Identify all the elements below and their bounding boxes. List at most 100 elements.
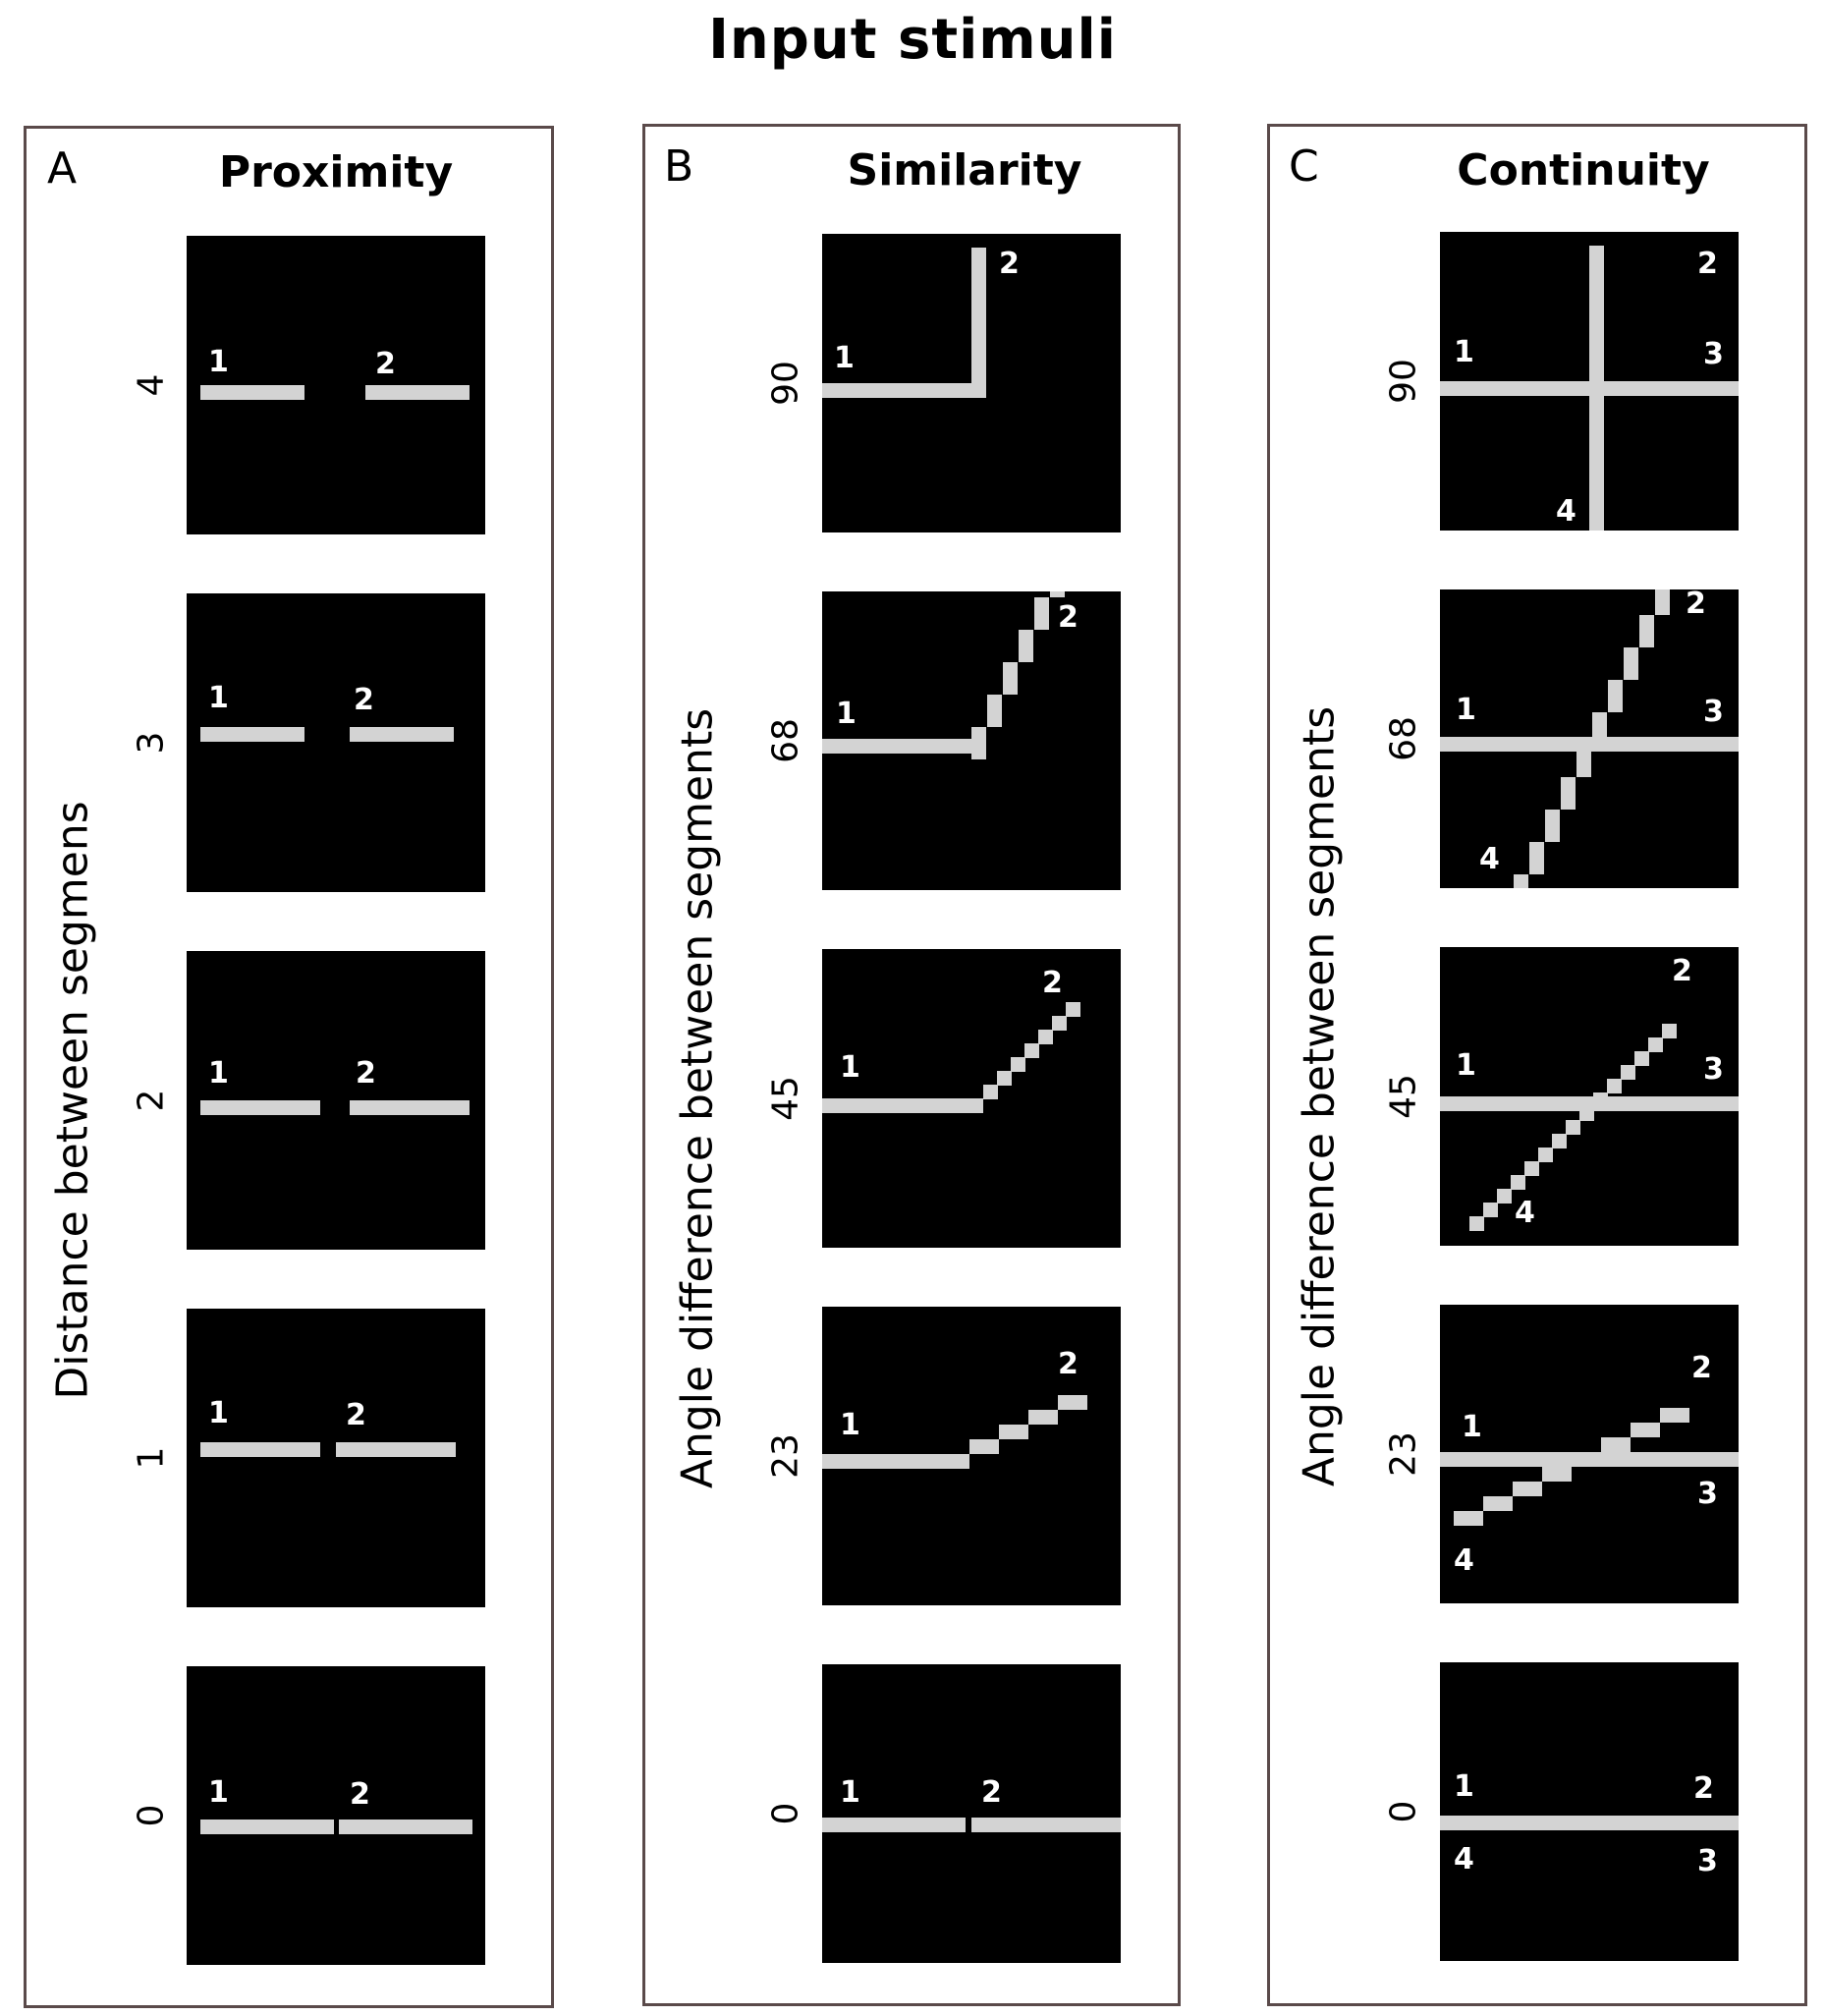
line-segment [1024, 1043, 1039, 1058]
stimulus-image: 12 [822, 1307, 1121, 1605]
panel-title: Proximity [218, 147, 454, 197]
axis-label: Angle difference between segments [672, 707, 723, 1489]
segment-number-label: 1 [208, 345, 229, 379]
line-segment [1572, 1452, 1601, 1467]
panel-frame-b [642, 124, 1181, 2006]
line-segment [1538, 1148, 1553, 1162]
line-segment [1034, 597, 1049, 630]
segment-number-label: 2 [1691, 1351, 1712, 1385]
line-segment [200, 1820, 334, 1834]
line-segment [1513, 1482, 1542, 1496]
line-segment [1050, 591, 1065, 597]
stimulus-image: 12 [822, 591, 1121, 890]
line-segment [1511, 1175, 1525, 1190]
line-segment [350, 727, 454, 742]
segment-number-label: 2 [1672, 954, 1692, 988]
segment-number-label: 1 [1456, 693, 1476, 727]
line-segment [1514, 874, 1528, 888]
segment-number-label: 4 [1479, 842, 1500, 876]
row-value-label: 0 [765, 1802, 806, 1825]
line-segment [365, 385, 470, 400]
segment-number-label: 1 [208, 1056, 229, 1091]
segment-number-label: 4 [1454, 1543, 1474, 1578]
line-segment [1608, 680, 1623, 712]
line-segment [822, 1098, 983, 1113]
line-segment [1440, 1816, 1739, 1830]
line-segment [1631, 1423, 1660, 1437]
row-value-label: 45 [765, 1076, 806, 1121]
panel-frame-c [1267, 124, 1807, 2006]
line-segment [1003, 662, 1018, 695]
row-value-label: 2 [131, 1089, 172, 1112]
panel-letter: A [47, 143, 78, 194]
segment-number-label: 4 [1454, 1842, 1474, 1876]
stimulus-image: 1 2 3 4 [1440, 589, 1739, 888]
line-segment [1440, 737, 1739, 752]
segment-number-label: 2 [1693, 1771, 1714, 1806]
stimulus-image: 1 2 3 4 [1440, 1662, 1739, 1961]
line-segment [200, 1100, 320, 1115]
line-segment [1648, 1037, 1663, 1052]
segment-number-label: 2 [1058, 600, 1078, 635]
line-segment [1542, 1467, 1572, 1482]
line-segment [1579, 1106, 1594, 1121]
line-segment [1561, 777, 1576, 810]
line-segment [1660, 1408, 1689, 1423]
axis-label: Distance between segmens [47, 801, 98, 1400]
stimulus-image: 1 2 3 4 [1440, 1305, 1739, 1603]
segment-number-label: 3 [1697, 1844, 1718, 1878]
line-segment [200, 1442, 320, 1457]
segment-number-label: 1 [840, 1775, 860, 1810]
stimulus-image: 1 2 3 4 [1440, 947, 1739, 1246]
line-segment [1624, 647, 1638, 680]
line-segment [971, 1818, 1121, 1832]
line-segment [1011, 1057, 1025, 1072]
line-segment [971, 248, 986, 398]
row-value-label: 0 [131, 1804, 172, 1827]
line-segment [822, 383, 985, 398]
line-segment [1440, 1096, 1739, 1111]
segment-number-label: 4 [1556, 494, 1576, 529]
panel-title: Continuity [1457, 145, 1710, 196]
line-segment [997, 1071, 1012, 1086]
segment-number-label: 3 [1703, 695, 1724, 729]
line-segment [339, 1820, 472, 1834]
segment-number-label: 1 [840, 1050, 860, 1085]
line-segment [1058, 1395, 1087, 1410]
segment-number-label: 2 [350, 1777, 370, 1812]
figure-title: Input stimuli [708, 8, 1117, 72]
line-segment [1662, 1024, 1677, 1038]
panel-letter: B [664, 141, 694, 192]
line-segment [987, 695, 1002, 727]
line-segment [1576, 745, 1591, 777]
line-segment [200, 727, 304, 742]
line-segment [971, 727, 986, 759]
line-segment [822, 1454, 969, 1469]
segment-number-label: 2 [375, 347, 396, 381]
line-segment [1552, 1134, 1567, 1148]
line-segment [1589, 246, 1604, 531]
axis-label: Angle difference between segments [1294, 705, 1345, 1487]
segment-number-label: 2 [1042, 966, 1063, 1000]
segment-number-label: 2 [1686, 589, 1706, 621]
line-segment [822, 739, 979, 754]
line-segment [1634, 1051, 1649, 1066]
line-segment [336, 1442, 456, 1457]
line-segment [350, 1100, 470, 1115]
line-segment [1497, 1189, 1512, 1204]
segment-number-label: 3 [1703, 337, 1724, 371]
segment-number-label: 1 [208, 1396, 229, 1430]
panel-title: Similarity [847, 145, 1082, 196]
segment-number-label: 2 [356, 1056, 376, 1091]
line-segment [983, 1085, 998, 1099]
row-value-label: 45 [1383, 1074, 1424, 1119]
line-segment [1483, 1203, 1498, 1217]
row-value-label: 23 [1383, 1431, 1424, 1477]
line-segment [1038, 1030, 1053, 1044]
line-segment [1566, 1120, 1580, 1135]
line-segment [1601, 1437, 1631, 1452]
segment-number-label: 2 [1058, 1347, 1078, 1381]
